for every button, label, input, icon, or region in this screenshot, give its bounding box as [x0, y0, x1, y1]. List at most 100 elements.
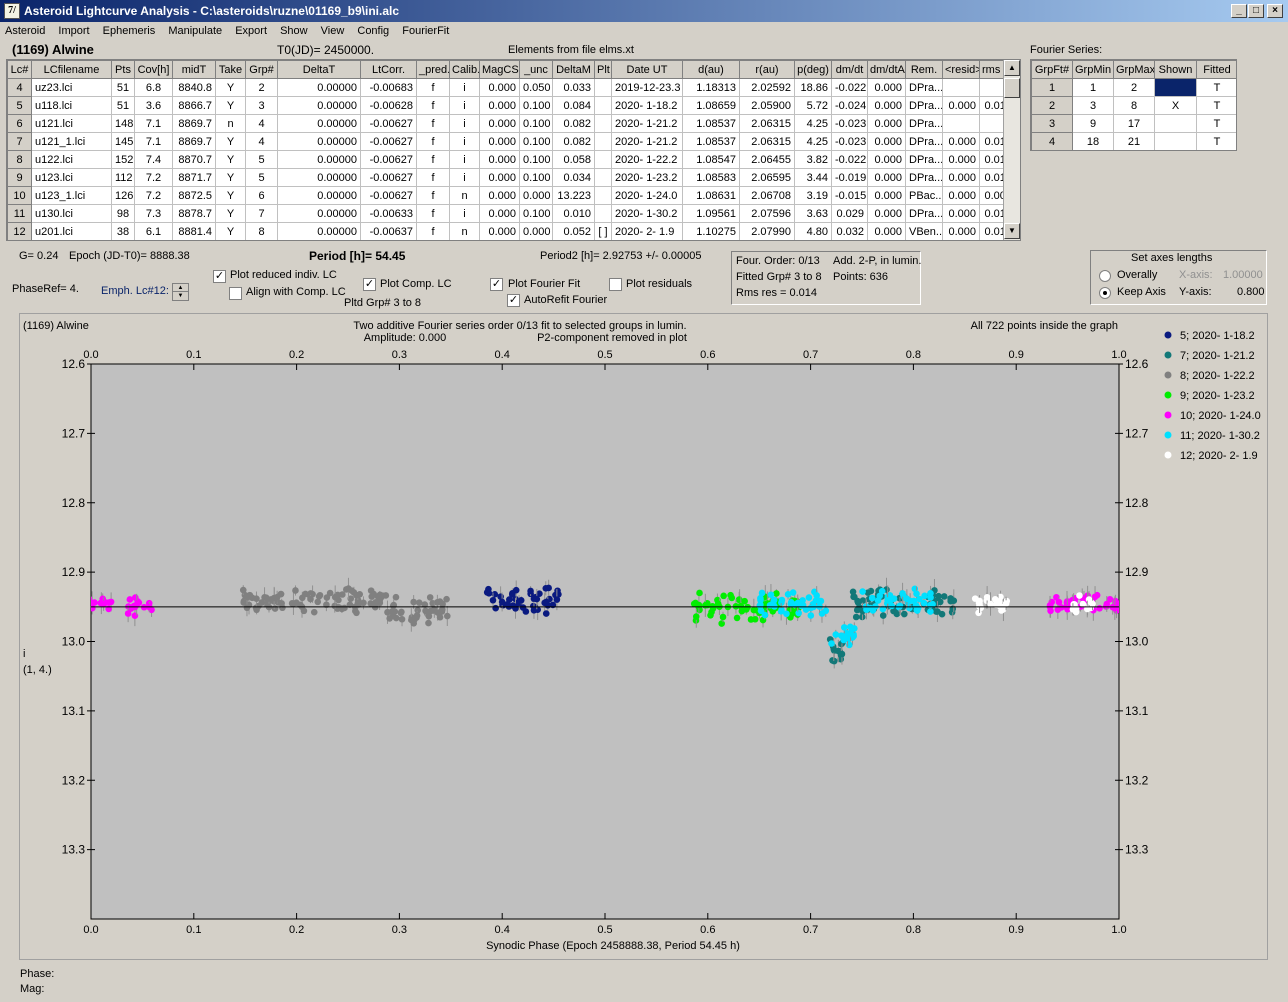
lc-col-header[interactable]: Rem.	[905, 60, 943, 79]
lc-cell[interactable]: 0.034	[552, 168, 595, 187]
lc-cell[interactable]: f	[416, 132, 450, 151]
lc-cell[interactable]: 0.000	[867, 78, 906, 97]
lc-cell[interactable]: Y	[215, 132, 246, 151]
fourier-col-header[interactable]: GrpFt#	[1031, 60, 1073, 79]
fourier-cell[interactable]: 2	[1113, 78, 1155, 97]
lc-cell[interactable]: 6.8	[134, 78, 173, 97]
lc-cell[interactable]: Y	[215, 204, 246, 223]
lc-col-header[interactable]: p(deg)	[794, 60, 832, 79]
lc-cell[interactable]: 0.000	[519, 222, 553, 240]
emph-spinner[interactable]: ▲ ▼	[172, 283, 189, 301]
lc-cell[interactable]: -0.00627	[360, 168, 417, 187]
lc-col-header[interactable]: LtCorr.	[360, 60, 417, 79]
lc-cell[interactable]: 38	[111, 222, 135, 240]
minimize-button[interactable]: _	[1231, 4, 1247, 18]
lc-cell[interactable]: f	[416, 168, 450, 187]
fourier-row-header[interactable]: 4	[1031, 132, 1073, 150]
lc-cell[interactable]	[594, 186, 612, 205]
plot-reduced-checkbox[interactable]: ✓	[213, 270, 226, 283]
lc-cell[interactable]: f	[416, 114, 450, 133]
lc-cell[interactable]: 0.000	[479, 96, 520, 115]
lc-cell[interactable]: n	[449, 186, 480, 205]
lc-cell[interactable]: -0.024	[831, 96, 868, 115]
lc-cell[interactable]: i	[449, 78, 480, 97]
lc-cell[interactable]: 0.000	[867, 186, 906, 205]
lc-cell[interactable]: 2020- 1-22.2	[611, 150, 683, 169]
lc-cell[interactable]: 0.000	[479, 114, 520, 133]
menu-ephemeris[interactable]: Ephemeris	[102, 25, 156, 37]
lc-cell[interactable]	[594, 132, 612, 151]
lc-row-header[interactable]: 8	[7, 150, 32, 169]
lc-cell[interactable]: u122.lci	[31, 150, 112, 169]
lc-col-header[interactable]: Grp#	[245, 60, 278, 79]
lc-row-header[interactable]: 12	[7, 222, 32, 240]
lc-cell[interactable]: i	[449, 150, 480, 169]
lc-cell[interactable]	[942, 78, 980, 97]
menu-config[interactable]: Config	[357, 25, 390, 37]
fourier-table-row[interactable]: 4 18 21 T	[1031, 132, 1236, 150]
lc-cell[interactable]: 0.100	[519, 132, 553, 151]
lc-cell[interactable]: 0.00000	[277, 132, 361, 151]
lc-cell[interactable]: 148	[111, 114, 135, 133]
lc-table-row[interactable]: 7 u121_1.lci 145 7.1 8869.7 Y 4 0.00000 -0.00627…	[7, 132, 1016, 151]
plot-comp-checkbox[interactable]: ✓	[363, 278, 376, 291]
lc-cell[interactable]: 2.06708	[739, 186, 795, 205]
lc-cell[interactable]: 7.4	[134, 150, 173, 169]
lc-cell[interactable]	[594, 114, 612, 133]
lc-cell[interactable]: 7.1	[134, 132, 173, 151]
lc-cell[interactable]: -0.00627	[360, 186, 417, 205]
fourier-cell[interactable]: T	[1196, 96, 1236, 115]
lc-col-header[interactable]: Pts	[111, 60, 135, 79]
lc-cell[interactable]: 0.082	[552, 132, 595, 151]
scroll-down-icon[interactable]: ▼	[1004, 223, 1020, 239]
lc-col-header[interactable]: Plt	[594, 60, 612, 79]
autorefit-checkbox[interactable]: ✓	[507, 294, 520, 307]
lc-cell[interactable]	[594, 96, 612, 115]
lc-cell[interactable]: f	[416, 186, 450, 205]
lc-cell[interactable]: 0.000	[479, 186, 520, 205]
lc-table-row[interactable]: 4 uz23.lci 51 6.8 8840.8 Y 2 0.00000 -0.00683 f i 0…	[7, 78, 1016, 97]
lc-cell[interactable]: 112	[111, 168, 135, 187]
lc-cell[interactable]: 2.06595	[739, 168, 795, 187]
fourier-cell[interactable]: 18	[1072, 132, 1114, 150]
lc-cell[interactable]: 1.08537	[682, 132, 740, 151]
lc-cell[interactable]: 2.07596	[739, 204, 795, 223]
close-button[interactable]: ×	[1267, 4, 1283, 18]
plot-residuals-checkbox[interactable]	[609, 278, 622, 291]
lc-cell[interactable]: u123.lci	[31, 168, 112, 187]
lc-col-header[interactable]: Lc#	[7, 60, 32, 79]
lc-cell[interactable]: 0.00000	[277, 222, 361, 240]
menu-asteroid[interactable]: Asteroid	[5, 25, 46, 37]
lc-cell[interactable]: -0.00627	[360, 114, 417, 133]
lc-table-row[interactable]: 6 u121.lci 148 7.1 8869.7 n 4 0.00000 -0.00627 f i…	[7, 114, 1016, 133]
lc-cell[interactable]: 0.000	[942, 132, 980, 151]
lc-cell[interactable]: f	[416, 204, 450, 223]
lc-cell[interactable]: 1.10275	[682, 222, 740, 240]
lc-cell[interactable]: Y	[215, 96, 246, 115]
lc-cell[interactable]: 3.19	[794, 186, 832, 205]
lc-cell[interactable]: 7	[245, 204, 278, 223]
lc-cell[interactable]: i	[449, 96, 480, 115]
fourier-cell[interactable]: 21	[1113, 132, 1155, 150]
lc-cell[interactable]: 8840.8	[172, 78, 216, 97]
lc-cell[interactable]: 0.100	[519, 150, 553, 169]
lc-cell[interactable]: 0.052	[552, 222, 595, 240]
lc-col-header[interactable]: Date UT	[611, 60, 683, 79]
lc-col-header[interactable]: dm/dt	[831, 60, 868, 79]
lc-cell[interactable]: DPra...	[905, 168, 943, 187]
lc-cell[interactable]: Y	[215, 186, 246, 205]
lc-cell[interactable]: 145	[111, 132, 135, 151]
lc-cell[interactable]: 0.00000	[277, 204, 361, 223]
lc-cell[interactable]: 2020- 1-23.2	[611, 168, 683, 187]
lc-cell[interactable]: 4	[245, 114, 278, 133]
lightcurve-plot[interactable]: 0.0 0.0 0.1 0.1 0.2 0.2 0.3 0.3 0.4 0.4 0.5 0.5 0.6 0…	[20, 314, 1267, 959]
lc-cell[interactable]: -0.022	[831, 78, 868, 97]
lc-cell[interactable]: 6	[245, 186, 278, 205]
fourier-cell[interactable]: 1	[1072, 78, 1114, 97]
lc-cell[interactable]: 2	[245, 78, 278, 97]
overally-radio[interactable]	[1099, 270, 1111, 282]
lc-cell[interactable]: 1.08631	[682, 186, 740, 205]
maximize-button[interactable]: □	[1248, 4, 1264, 18]
lc-cell[interactable]: 8871.7	[172, 168, 216, 187]
fourier-cell[interactable]: 3	[1072, 96, 1114, 115]
